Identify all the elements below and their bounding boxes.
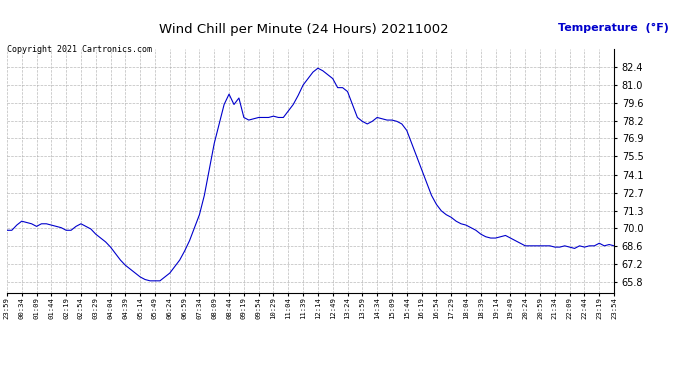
Text: Copyright 2021 Cartronics.com: Copyright 2021 Cartronics.com xyxy=(7,45,152,54)
Text: Wind Chill per Minute (24 Hours) 20211002: Wind Chill per Minute (24 Hours) 2021100… xyxy=(159,22,448,36)
Text: Temperature  (°F): Temperature (°F) xyxy=(558,22,669,33)
